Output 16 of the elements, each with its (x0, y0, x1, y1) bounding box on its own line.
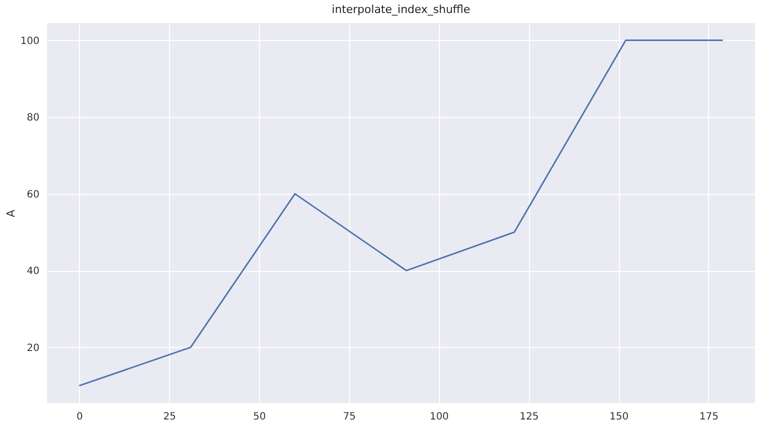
x-tick-label: 0 (76, 412, 83, 422)
x-tick-label: 150 (609, 412, 629, 422)
y-tick-label: 60 (26, 189, 40, 200)
x-tick-label: 100 (430, 412, 449, 422)
y-tick-label: 80 (26, 112, 40, 124)
y-tick-label: 20 (26, 342, 40, 354)
chart-title: interpolate_index_shuffle (332, 3, 470, 16)
x-tick-label: 175 (699, 412, 718, 422)
x-tick-label: 25 (163, 412, 176, 422)
line-series (78, 40, 724, 386)
x-tick-label: 75 (342, 412, 356, 422)
x-tick-label: 125 (520, 412, 539, 422)
y-tick-label: 100 (20, 36, 40, 47)
y-axis-title: A (4, 209, 18, 218)
y-tick-label: 40 (26, 266, 40, 278)
x-tick-label: 50 (253, 412, 266, 422)
